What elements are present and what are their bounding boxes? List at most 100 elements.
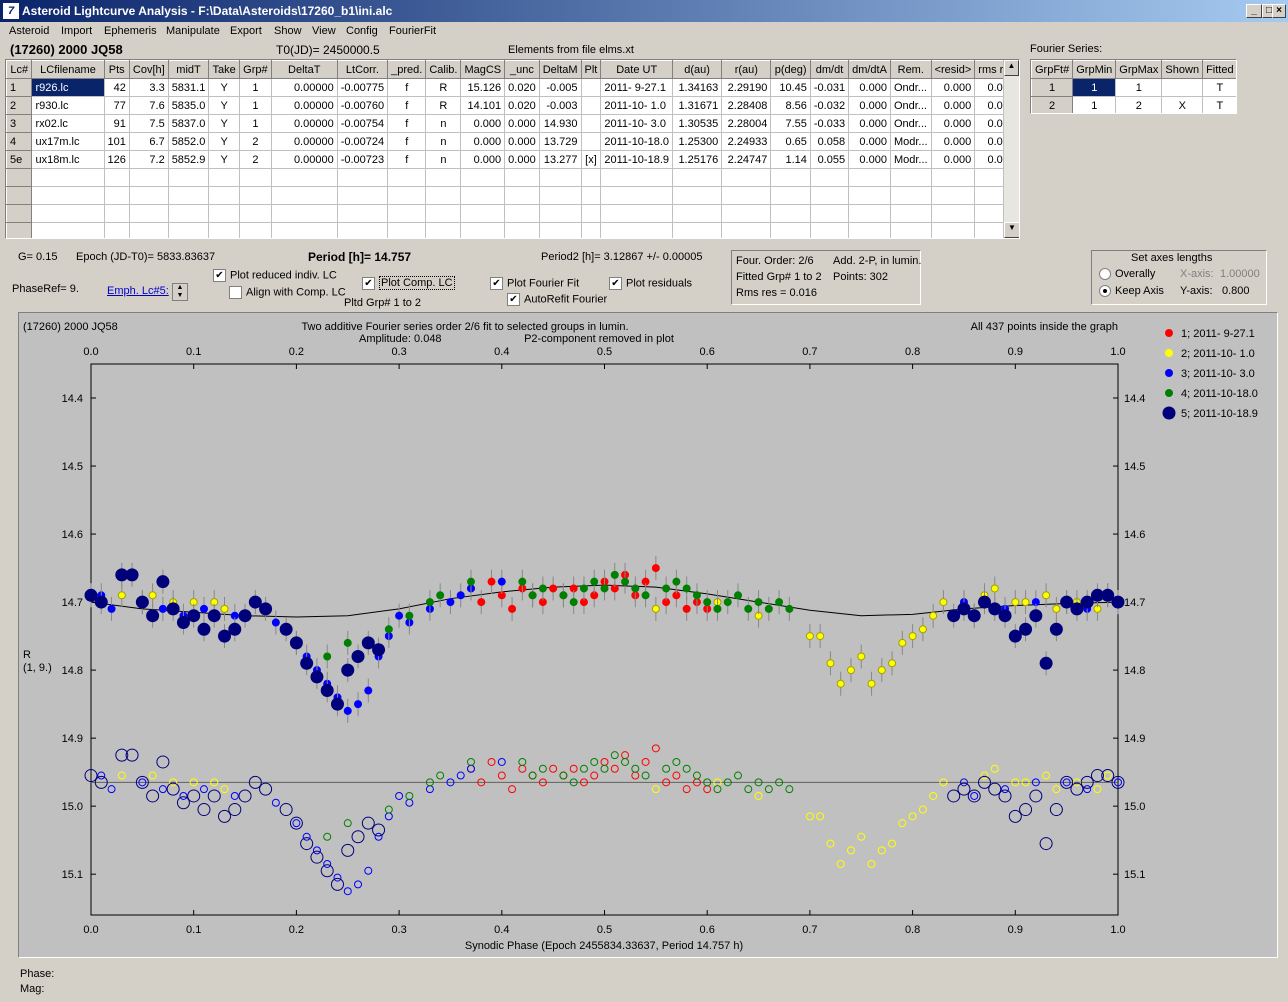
plot-resid-checkbox[interactable]: ✔ Plot residuals	[609, 277, 692, 290]
column-header[interactable]: LtCorr.	[336, 60, 389, 79]
table-cell[interactable]	[271, 186, 338, 205]
table-cell[interactable]: Y	[208, 78, 241, 97]
table-cell[interactable]	[337, 186, 389, 205]
table-cell[interactable]: 101	[104, 132, 130, 151]
table-cell[interactable]: R	[425, 96, 462, 115]
table-cell[interactable]	[460, 222, 506, 238]
table-cell[interactable]: 7.6	[129, 96, 169, 115]
table-cell[interactable]: 0.65	[770, 132, 811, 151]
table-cell[interactable]: -0.031	[810, 78, 850, 97]
column-header[interactable]: midT	[167, 60, 210, 79]
table-cell[interactable]: 3.3	[129, 78, 169, 97]
table-cell[interactable]	[31, 186, 105, 205]
table-cell[interactable]	[460, 168, 506, 187]
table-cell[interactable]: 0.000	[848, 132, 891, 151]
table-cell[interactable]: 0.000	[504, 132, 540, 151]
table-cell[interactable]: f	[387, 150, 427, 169]
fourier-cell[interactable]	[1161, 78, 1204, 97]
plot-reduced-checkbox[interactable]: ✔ Plot reduced indiv. LC	[213, 269, 337, 282]
table-cell[interactable]	[848, 222, 891, 238]
table-cell[interactable]	[104, 222, 130, 238]
table-cell[interactable]	[890, 168, 932, 187]
column-header[interactable]: DeltaM	[538, 60, 582, 79]
table-cell[interactable]: 8.56	[770, 96, 811, 115]
menu-view[interactable]: View	[312, 25, 336, 37]
table-cell[interactable]: 1	[239, 114, 272, 133]
table-cell[interactable]	[600, 168, 673, 187]
column-header[interactable]: DeltaT	[270, 60, 338, 79]
column-header[interactable]: Lc#	[6, 60, 33, 79]
column-header[interactable]: dm/dt	[809, 60, 850, 79]
table-cell[interactable]: 0.00000	[271, 114, 338, 133]
fourier-column-header[interactable]: GrpMin	[1072, 60, 1117, 79]
table-cell[interactable]: f	[387, 132, 427, 151]
table-cell[interactable]	[129, 186, 169, 205]
table-cell[interactable]	[271, 168, 338, 187]
table-cell[interactable]	[104, 168, 130, 187]
table-cell[interactable]: 2.29190	[721, 78, 772, 97]
table-cell[interactable]	[770, 168, 811, 187]
table-cell[interactable]: 5837.0	[168, 114, 210, 133]
table-cell[interactable]: [x]	[581, 150, 602, 169]
scroll-up-icon[interactable]: ▲	[1004, 60, 1019, 76]
table-cell[interactable]: n	[425, 150, 462, 169]
table-cell[interactable]	[890, 222, 932, 238]
table-cell[interactable]	[721, 186, 772, 205]
table-cell[interactable]: -0.00724	[337, 132, 389, 151]
table-cell[interactable]	[387, 186, 427, 205]
table-cell[interactable]	[168, 204, 210, 223]
column-header[interactable]: Grp#	[239, 60, 272, 79]
table-cell[interactable]: 5852.9	[168, 150, 210, 169]
table-cell[interactable]: 1	[239, 78, 272, 97]
table-cell[interactable]: 0.000	[504, 114, 540, 133]
table-cell[interactable]	[539, 186, 582, 205]
table-cell[interactable]	[581, 96, 602, 115]
column-header[interactable]: Cov[h]	[128, 60, 169, 79]
table-cell[interactable]	[770, 186, 811, 205]
table-cell[interactable]	[581, 78, 602, 97]
table-cell[interactable]: 0.000	[460, 150, 506, 169]
table-cell[interactable]: 2.28408	[721, 96, 772, 115]
row-header[interactable]: 2	[6, 96, 33, 115]
table-cell[interactable]	[581, 186, 602, 205]
table-cell[interactable]	[425, 168, 462, 187]
table-cell[interactable]	[31, 222, 105, 238]
fourier-cell[interactable]: T	[1202, 78, 1236, 97]
table-cell[interactable]: 5831.1	[168, 78, 210, 97]
table-cell[interactable]	[810, 222, 850, 238]
table-cell[interactable]	[208, 222, 241, 238]
table-cell[interactable]	[271, 204, 338, 223]
row-header[interactable]: 1	[6, 78, 33, 97]
table-cell[interactable]: -0.00760	[337, 96, 389, 115]
table-cell[interactable]	[504, 204, 540, 223]
table-cell[interactable]: 42	[104, 78, 130, 97]
plot-comp-checkbox[interactable]: ✔ Plot Comp. LC	[362, 276, 455, 291]
table-cell[interactable]: f	[387, 96, 427, 115]
table-cell[interactable]: 1.25300	[672, 132, 723, 151]
table-cell[interactable]	[129, 222, 169, 238]
column-header[interactable]: Plt	[580, 60, 602, 79]
table-cell[interactable]: 0.000	[460, 114, 506, 133]
table-cell[interactable]: 0.020	[504, 78, 540, 97]
keep-axis-radio[interactable]: Keep Axis	[1099, 285, 1164, 298]
lightcurve-chart[interactable]: (17260) 2000 JQ58 Two additive Fourier se…	[19, 313, 1277, 957]
table-cell[interactable]	[168, 222, 210, 238]
table-cell[interactable]: 0.000	[460, 132, 506, 151]
table-cell[interactable]	[239, 186, 272, 205]
table-cell[interactable]: ux18m.lc	[31, 150, 105, 169]
column-header[interactable]: Take	[208, 60, 241, 79]
table-cell[interactable]	[129, 168, 169, 187]
table-cell[interactable]: 2011-10- 1.0	[600, 96, 673, 115]
column-header[interactable]: _pred.	[387, 60, 427, 79]
table-cell[interactable]: 0.000	[931, 96, 976, 115]
table-cell[interactable]	[931, 222, 976, 238]
table-cell[interactable]: -0.033	[810, 114, 850, 133]
column-header[interactable]: d(au)	[671, 60, 723, 79]
emph-spinner[interactable]: ▲ ▼	[172, 283, 188, 301]
close-icon[interactable]: ×	[1272, 4, 1286, 18]
table-cell[interactable]: 1.34163	[672, 78, 723, 97]
table-cell[interactable]: r930.lc	[31, 96, 105, 115]
table-cell[interactable]	[848, 168, 891, 187]
table-cell[interactable]: 0.000	[931, 114, 976, 133]
